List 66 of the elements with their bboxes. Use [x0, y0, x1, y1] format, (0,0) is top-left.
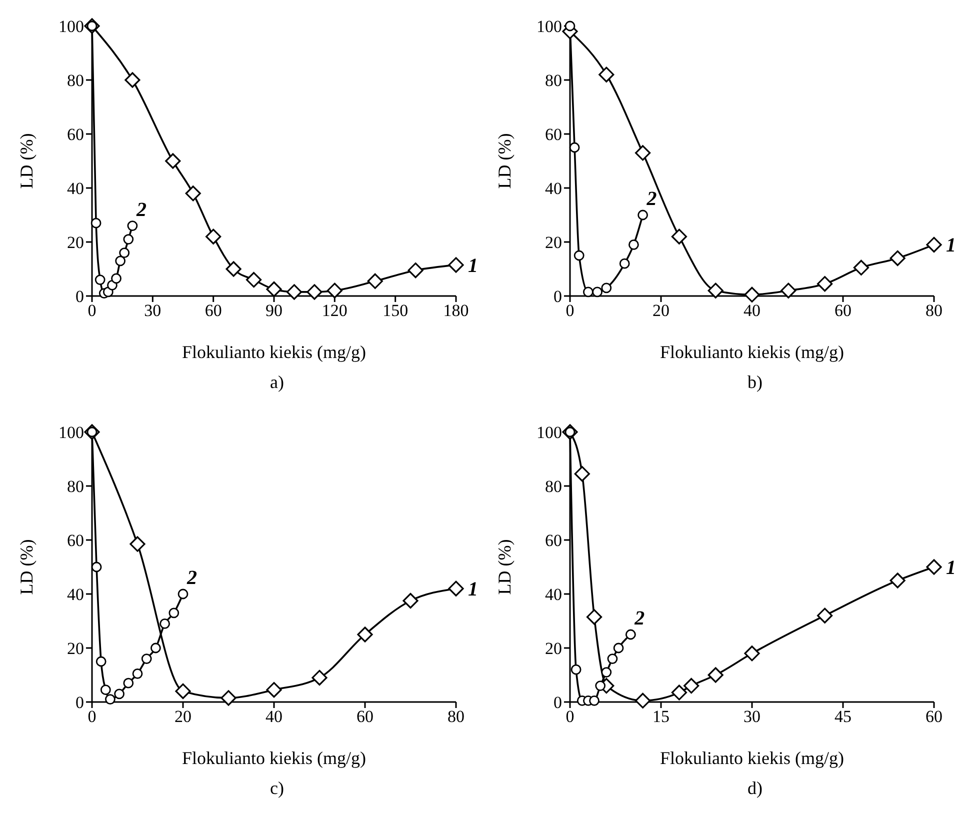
- y-tick-label: 100: [536, 423, 562, 442]
- x-tick-label: 60: [204, 301, 222, 320]
- series-label: 2: [186, 567, 197, 589]
- x-axis-title: Flokulianto kiekis (mg/g): [182, 342, 366, 362]
- x-tick-label: 80: [926, 301, 942, 320]
- x-tick-label: 80: [448, 707, 464, 726]
- text: c): [269, 778, 285, 799]
- y-tick-label: 20: [545, 233, 562, 252]
- x-tick-label: 0: [566, 301, 574, 320]
- y-tick-label: 0: [76, 287, 84, 306]
- y-tick-label: 80: [67, 477, 84, 496]
- y-tick-label: 40: [67, 179, 84, 198]
- y-tick-label: 60: [545, 531, 562, 550]
- x-axis-title: Flokulianto kiekis (mg/g): [660, 748, 844, 768]
- x-tick-label: 30: [744, 707, 760, 726]
- y-tick-label: 80: [545, 71, 562, 90]
- x-tick-label: 40: [266, 707, 282, 726]
- y-tick-label: 0: [76, 693, 84, 712]
- y-tick-label: 60: [545, 125, 562, 144]
- x-tick-label: 0: [88, 707, 96, 726]
- x-axis-title: Flokulianto kiekis (mg/g): [660, 342, 844, 362]
- y-axis-title: LD (%): [494, 539, 514, 595]
- text: d): [746, 778, 764, 799]
- y-tick-label: 0: [554, 287, 562, 306]
- y-tick-label: 40: [545, 179, 562, 198]
- x-tick-label: 30: [144, 301, 162, 320]
- y-tick-label: 100: [536, 17, 562, 36]
- y-axis-title: LD (%): [16, 133, 36, 189]
- x-tick-label: 0: [566, 707, 574, 726]
- y-tick-label: 80: [545, 477, 562, 496]
- x-tick-label: 45: [834, 707, 852, 726]
- series-label: 2: [135, 198, 146, 221]
- x-axis-title: Flokulianto kiekis (mg/g): [182, 748, 366, 768]
- y-tick-label: 60: [67, 125, 84, 144]
- y-tick-label: 20: [545, 639, 562, 658]
- x-tick-label: 150: [382, 301, 408, 320]
- series-label: 1: [468, 578, 478, 601]
- y-tick-label: 80: [67, 71, 84, 90]
- series-label: 1: [468, 254, 478, 277]
- x-tick-label: 60: [926, 707, 942, 726]
- y-tick-label: 20: [67, 639, 84, 658]
- y-tick-label: 100: [58, 17, 84, 36]
- text: b): [746, 372, 764, 393]
- text: a): [269, 372, 285, 393]
- y-tick-label: 100: [58, 423, 84, 442]
- x-tick-label: 60: [834, 301, 852, 320]
- y-tick-label: 40: [67, 585, 84, 604]
- y-tick-label: 40: [545, 585, 562, 604]
- y-tick-label: 20: [67, 233, 84, 252]
- series-label: 1: [946, 557, 956, 579]
- y-axis-title: LD (%): [16, 539, 36, 595]
- x-tick-label: 20: [652, 301, 670, 320]
- series-label: 1: [946, 234, 956, 257]
- x-tick-label: 90: [266, 301, 282, 320]
- series-label: 2: [634, 608, 645, 630]
- x-tick-label: 60: [356, 707, 374, 726]
- y-axis-title: LD (%): [494, 133, 514, 189]
- x-tick-label: 0: [88, 301, 96, 320]
- x-tick-label: 15: [652, 707, 670, 726]
- x-tick-label: 120: [322, 301, 348, 320]
- y-tick-label: 0: [554, 693, 562, 712]
- x-tick-label: 180: [443, 301, 469, 320]
- series-label: 2: [646, 188, 657, 210]
- x-tick-label: 40: [744, 301, 760, 320]
- y-tick-label: 60: [67, 531, 84, 550]
- x-tick-label: 20: [174, 707, 192, 726]
